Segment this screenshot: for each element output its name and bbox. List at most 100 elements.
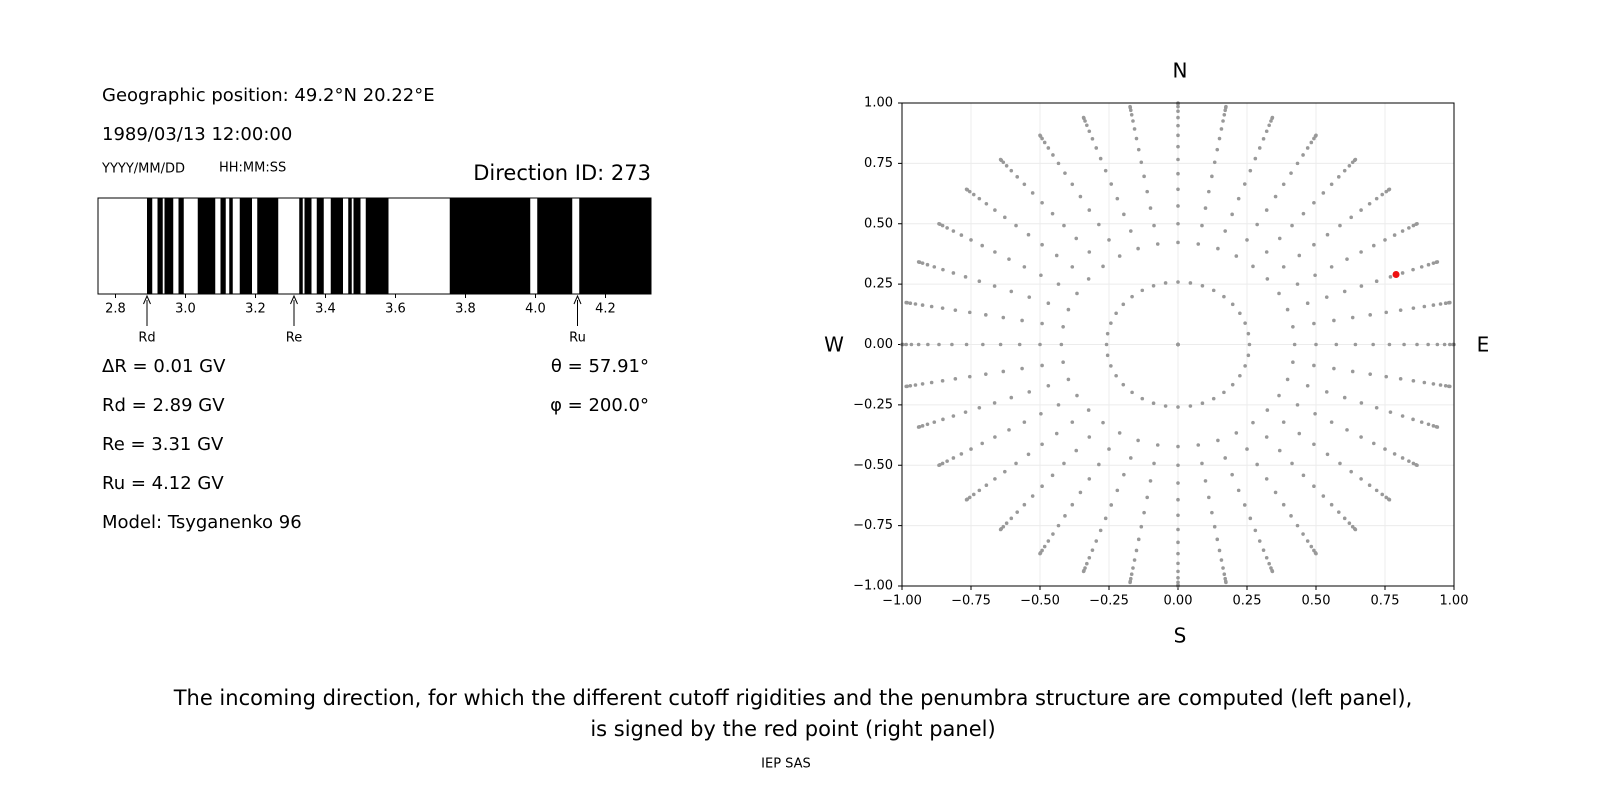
grid-direction: [904, 300, 908, 305]
grid-direction: [1098, 528, 1103, 533]
grid-direction: [1248, 516, 1253, 521]
grid-direction: [1325, 452, 1330, 457]
grid-direction: [1253, 156, 1258, 161]
grid-direction: [1040, 321, 1044, 326]
grid-direction: [1402, 342, 1406, 347]
grid-direction: [1350, 315, 1355, 320]
grid-direction: [1392, 233, 1397, 237]
grid-direction: [1374, 279, 1379, 284]
grid-direction: [1070, 265, 1075, 269]
grid-direction: [937, 221, 941, 226]
grid-direction: [1411, 417, 1415, 422]
grid-direction: [1242, 182, 1247, 186]
grid-direction: [908, 301, 913, 306]
grid-direction: [1221, 119, 1225, 123]
grid-direction: [920, 424, 925, 428]
grid-direction: [1056, 403, 1061, 407]
grid-direction: [1075, 291, 1079, 296]
grid-direction: [1176, 580, 1180, 585]
grid-direction: [1338, 223, 1342, 228]
x-tick-label: 3.2: [245, 302, 266, 317]
grid-direction: [951, 456, 956, 460]
grid-direction: [1056, 282, 1061, 286]
grid-direction: [1295, 523, 1300, 528]
grid-direction: [1342, 516, 1347, 521]
grid-direction: [1257, 539, 1262, 543]
grid-direction: [1380, 192, 1385, 197]
grid-direction: [937, 463, 941, 468]
grid-direction: [1243, 321, 1247, 325]
grid-direction: [1431, 261, 1436, 265]
grid-direction: [1087, 129, 1092, 134]
grid-direction: [1145, 189, 1149, 194]
grid-direction: [1203, 479, 1208, 483]
grid-direction: [1188, 404, 1193, 408]
forbidden-band: [147, 198, 153, 294]
grid-direction: [1022, 182, 1027, 187]
grid-direction: [1015, 510, 1020, 514]
forbidden-band: [257, 198, 279, 294]
grid-direction: [1176, 561, 1180, 566]
grid-direction: [1051, 532, 1055, 536]
direction-id: Direction ID: 273: [473, 161, 651, 185]
grid-direction: [977, 279, 982, 284]
grid-direction: [1400, 271, 1405, 275]
grid-direction: [1107, 447, 1111, 451]
grid-direction: [1039, 273, 1043, 278]
grid-direction: [1022, 420, 1027, 424]
grid-direction: [941, 417, 945, 422]
grid-direction: [1210, 174, 1214, 179]
forbidden-band: [304, 198, 312, 294]
grid-direction: [1027, 295, 1032, 299]
grid-direction: [1255, 222, 1259, 227]
grid-direction: [1291, 360, 1295, 365]
grid-direction: [1448, 300, 1452, 305]
grid-direction: [1211, 396, 1216, 401]
grid-direction: [1042, 140, 1047, 145]
grid-direction: [1155, 443, 1160, 447]
grid-direction: [1200, 283, 1205, 288]
grid-direction: [941, 267, 945, 272]
grid-direction: [953, 377, 958, 381]
grid-direction: [1270, 569, 1275, 574]
grid-direction: [1134, 548, 1139, 553]
grid-direction: [908, 383, 913, 388]
grid-direction: [1090, 548, 1095, 552]
grid-direction: [1040, 242, 1044, 247]
forbidden-band: [197, 198, 216, 294]
grid-direction: [1223, 229, 1227, 233]
grid-direction: [1277, 236, 1282, 241]
grid-direction: [1129, 572, 1134, 577]
grid-direction: [951, 414, 956, 418]
grid-direction: [1046, 146, 1051, 150]
grid-direction: [1216, 438, 1220, 443]
grid-direction: [1407, 226, 1411, 230]
grid-direction: [984, 202, 989, 206]
grid-direction: [940, 223, 945, 228]
grid-direction: [1359, 477, 1363, 481]
grid-direction: [1061, 360, 1065, 365]
grid-direction: [1176, 187, 1180, 192]
grid-direction: [1264, 555, 1269, 560]
grid-direction: [1038, 133, 1042, 138]
grid-direction: [1050, 211, 1055, 216]
grid-direction: [1245, 238, 1249, 242]
grid-direction: [1321, 191, 1326, 195]
grid-direction: [1142, 510, 1146, 515]
grid-direction: [1301, 153, 1305, 157]
grid-direction: [1324, 390, 1329, 394]
grid-direction: [1419, 420, 1424, 424]
grid-direction: [926, 342, 930, 347]
grid-direction: [925, 422, 930, 427]
grid-direction: [1090, 137, 1095, 141]
grid-direction: [950, 342, 954, 347]
x-tick-label: −1.00: [882, 594, 922, 609]
grid-direction: [1415, 342, 1419, 347]
grid-direction: [1212, 524, 1217, 529]
grid-direction: [1295, 282, 1300, 286]
grid-direction: [1063, 514, 1067, 518]
grid-direction: [1097, 222, 1101, 227]
grid-direction: [1200, 461, 1204, 466]
grid-direction: [1255, 462, 1259, 467]
grid-direction: [1314, 133, 1318, 138]
